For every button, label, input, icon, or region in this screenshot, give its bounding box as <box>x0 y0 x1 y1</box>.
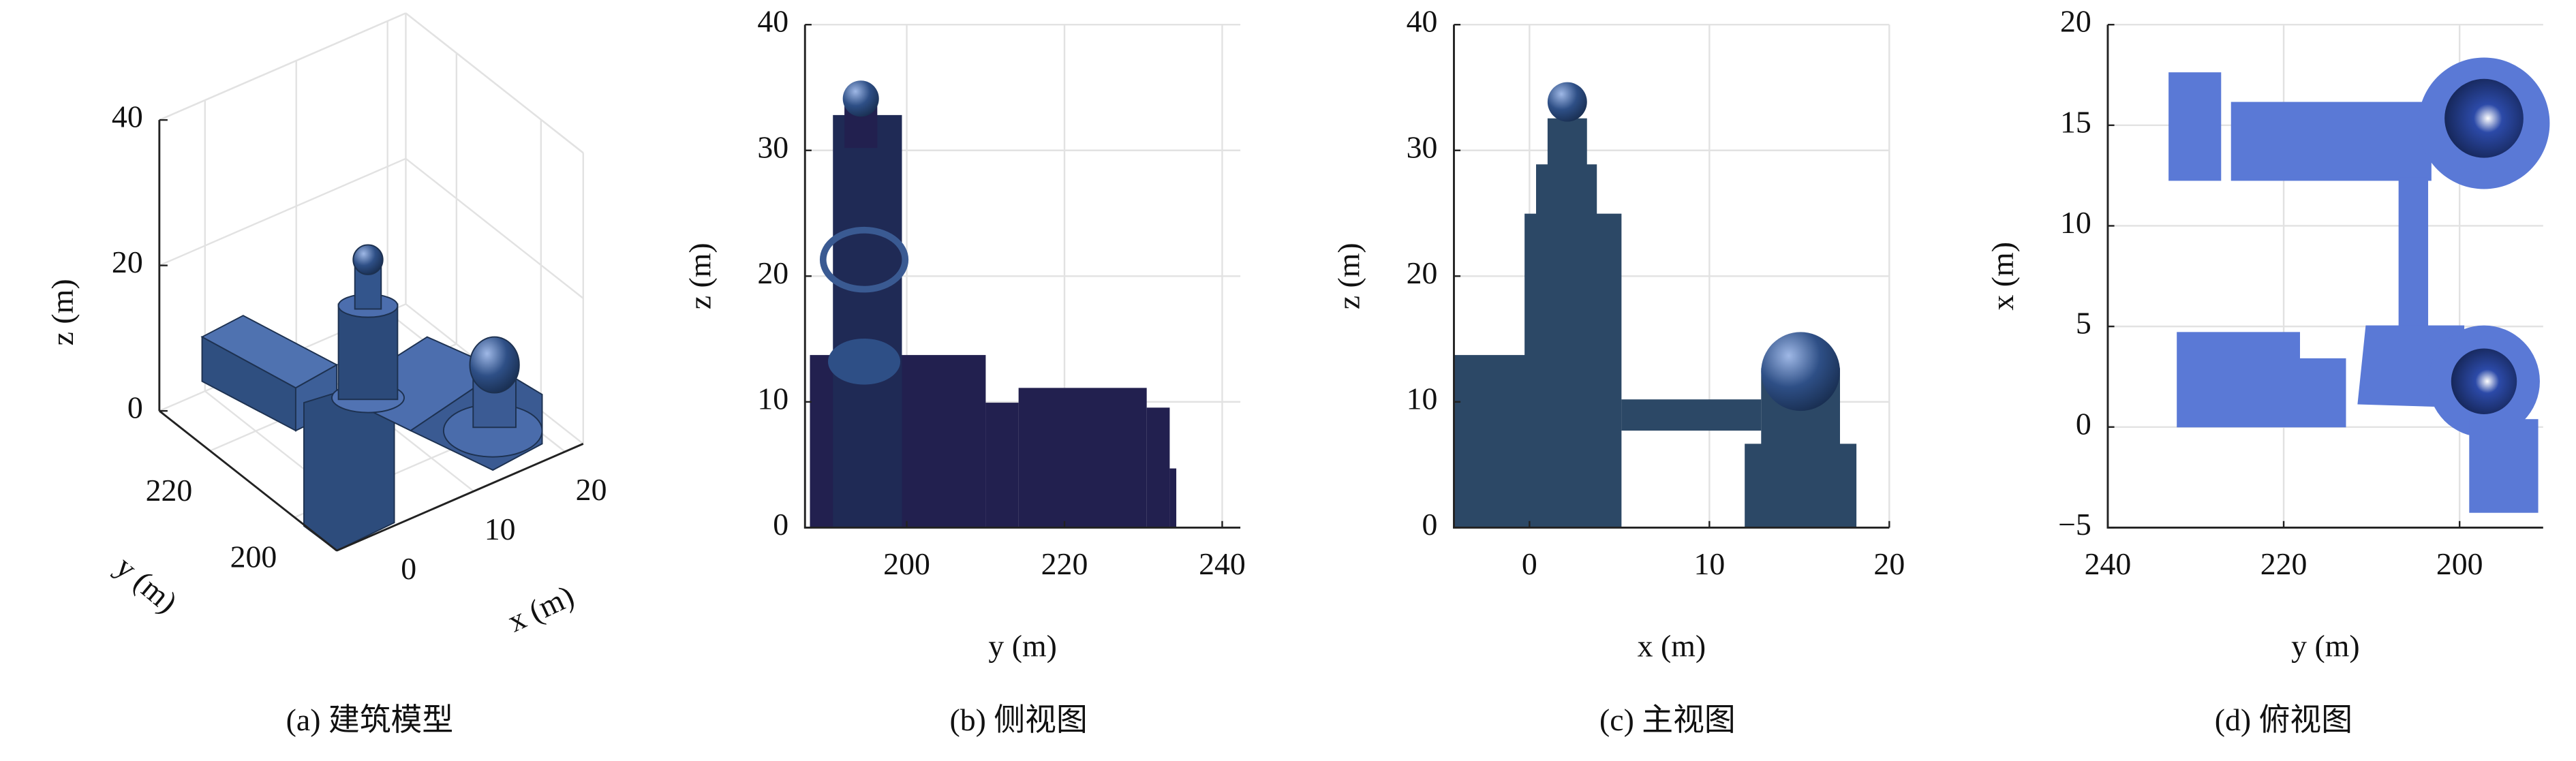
grid-line <box>159 157 406 266</box>
x-tick-label: 20 <box>1873 546 1905 581</box>
y-tick-label: 40 <box>1407 4 1438 39</box>
y-tick-label: 15 <box>2060 104 2091 139</box>
x-axis-label: y (m) <box>988 628 1056 663</box>
caption: (b) 侧视图 <box>950 702 1088 737</box>
z-tick-label: 40 <box>112 99 143 134</box>
y-tick-label: 10 <box>2060 205 2091 240</box>
caption: (d) 俯视图 <box>2215 702 2352 737</box>
y-tick-label: 220 <box>146 473 193 508</box>
x-axis <box>336 443 584 552</box>
building-render-3d <box>200 244 543 552</box>
axis-frame <box>1453 25 1890 529</box>
x-tick-label: 200 <box>883 546 930 581</box>
building-render-top <box>2168 57 2550 513</box>
x-axis-label: x (m) <box>1638 628 1706 663</box>
y-tick-label: 30 <box>1407 129 1438 164</box>
grid-line <box>405 157 584 299</box>
y-tick-label: 30 <box>757 129 788 164</box>
box-edge <box>405 12 584 154</box>
x-tick-label: 20 <box>576 472 607 507</box>
y-tick-label: −5 <box>2058 507 2091 542</box>
y-tick-label: 0 <box>2076 406 2091 441</box>
axis-frame <box>2106 25 2543 529</box>
z-tick-label: 0 <box>127 390 143 425</box>
x-tick-label: 220 <box>2260 546 2307 581</box>
x-tick-label: 0 <box>401 551 416 586</box>
x-tick-label: 220 <box>1041 546 1088 581</box>
y-tick-label: 0 <box>773 507 788 542</box>
y-tick-label: 20 <box>1407 255 1438 290</box>
x-axis-label: y (m) <box>2291 628 2359 663</box>
box-edge <box>159 12 406 121</box>
x-tick-label: 0 <box>1522 546 1537 581</box>
y-tick-label: 10 <box>1407 381 1438 416</box>
y-axis-label: y (m) <box>109 549 184 620</box>
x-tick-label: 240 <box>1199 546 1246 581</box>
caption: (a) 建筑模型 <box>286 702 453 737</box>
y-tick-label: 200 <box>230 540 277 574</box>
y-axis-label: z (m) <box>682 243 717 309</box>
z-tick-label: 20 <box>112 245 143 279</box>
y-tick-label: 40 <box>757 4 788 39</box>
y-axis-label: x (m) <box>1985 242 2020 311</box>
building-render-side <box>810 80 1177 528</box>
y-axis-label: z (m) <box>1332 243 1366 309</box>
y-tick-label: 10 <box>757 381 788 416</box>
x-axis-label: x (m) <box>502 578 579 639</box>
y-tick-label: 5 <box>2076 306 2091 341</box>
caption: (c) 主视图 <box>1599 702 1736 737</box>
building-render-front <box>1454 82 1857 528</box>
y-axis <box>158 409 338 552</box>
x-tick-label: 10 <box>1693 546 1725 581</box>
y-tick-label: 0 <box>1422 507 1437 542</box>
axis-frame <box>803 25 1241 529</box>
x-tick-label: 200 <box>2436 546 2483 581</box>
x-tick-label: 240 <box>2085 546 2132 581</box>
y-tick-label: 20 <box>2060 4 2091 39</box>
x-tick-label: 10 <box>485 512 516 546</box>
z-axis-label: z (m) <box>45 279 80 345</box>
y-tick-label: 20 <box>757 255 788 290</box>
